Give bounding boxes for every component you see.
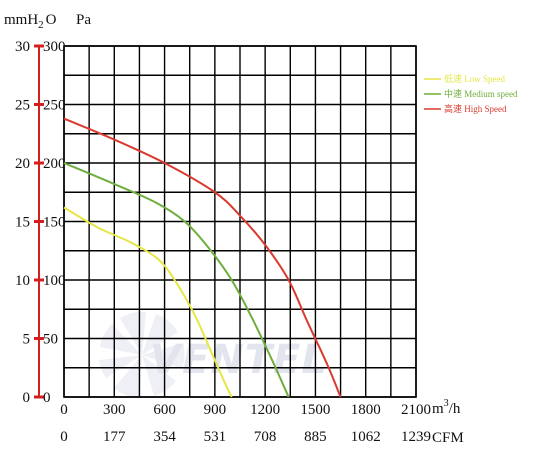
x-tick-label: 2100 <box>401 402 431 418</box>
y-tick-label: 30 <box>15 39 30 55</box>
series-line-1 <box>63 162 290 398</box>
y-tick-label: 20 <box>15 156 30 172</box>
series-line-2 <box>63 117 342 398</box>
y-tick-label: 0 <box>23 390 31 406</box>
y-axis-secondary-unit: Pa <box>76 12 91 28</box>
y-tick-label: 5 <box>23 332 31 348</box>
legend-label-2: 高速 High Speed <box>444 103 507 114</box>
x-tick-label-secondary: 0 <box>60 429 68 445</box>
y-axis-primary-unit: mmH2 O <box>4 12 57 31</box>
y-tick-label-secondary: 50 <box>43 332 58 348</box>
grid <box>63 45 417 398</box>
y-tick-label-secondary: 100 <box>43 273 66 289</box>
x-unit-base: m <box>432 401 444 417</box>
x-tick-label-secondary: 708 <box>254 429 277 445</box>
y-tick-label-secondary: 300 <box>43 39 66 55</box>
series-line-0 <box>63 206 233 398</box>
y-unit-sub: 2 <box>38 19 44 31</box>
y-axis-primary-ticks: 0 5 10 15 20 25 30 <box>15 39 44 406</box>
y-tick-label: 25 <box>15 98 30 114</box>
y-axis-secondary-ticks: 0 50 100 150 200 250 300 <box>43 39 66 406</box>
x-tick-label-secondary: 1239 <box>401 429 431 445</box>
y-tick-label-secondary: 250 <box>43 98 66 114</box>
x-axis-primary-unit: m3/h <box>432 398 461 417</box>
y-tick-label-secondary: 200 <box>43 156 66 172</box>
x-axis-primary-ticks: 0 300 600 900 1200 1500 1800 2100 <box>60 402 431 418</box>
y-tick-label-secondary: 0 <box>43 390 51 406</box>
x-axis-secondary-unit: CFM <box>432 430 464 446</box>
x-tick-label: 1500 <box>300 402 330 418</box>
x-tick-label: 0 <box>60 402 68 418</box>
x-tick-label-secondary: 531 <box>204 429 227 445</box>
y-unit-end: O <box>46 12 57 28</box>
y-tick-label-secondary: 150 <box>43 215 66 231</box>
legend-label-1: 中速 Medium speed <box>444 88 518 99</box>
x-tick-label-secondary: 885 <box>304 429 327 445</box>
watermark-text: VENTEL <box>150 337 328 383</box>
x-tick-label: 600 <box>153 402 176 418</box>
x-unit-sup: 3 <box>444 398 449 409</box>
y-tick-label: 15 <box>15 215 30 231</box>
x-unit-end: /h <box>449 401 461 417</box>
legend-label-0: 低速 Low Speed <box>444 73 505 84</box>
x-tick-label: 1800 <box>351 402 381 418</box>
x-tick-label-secondary: 1062 <box>351 429 381 445</box>
x-tick-label: 1200 <box>250 402 280 418</box>
legend: 低速 Low Speed 中速 Medium speed 高速 High Speed <box>424 73 518 114</box>
y-tick-label: 10 <box>15 273 30 289</box>
x-tick-label: 300 <box>103 402 126 418</box>
y-unit-base: mmH <box>4 12 38 28</box>
x-tick-label-secondary: 354 <box>153 429 176 445</box>
x-tick-label-secondary: 177 <box>103 429 126 445</box>
x-axis-secondary-ticks: 0 177 354 531 708 885 1062 1239 <box>60 429 431 445</box>
x-tick-label: 900 <box>204 402 227 418</box>
series-lines <box>63 117 342 398</box>
